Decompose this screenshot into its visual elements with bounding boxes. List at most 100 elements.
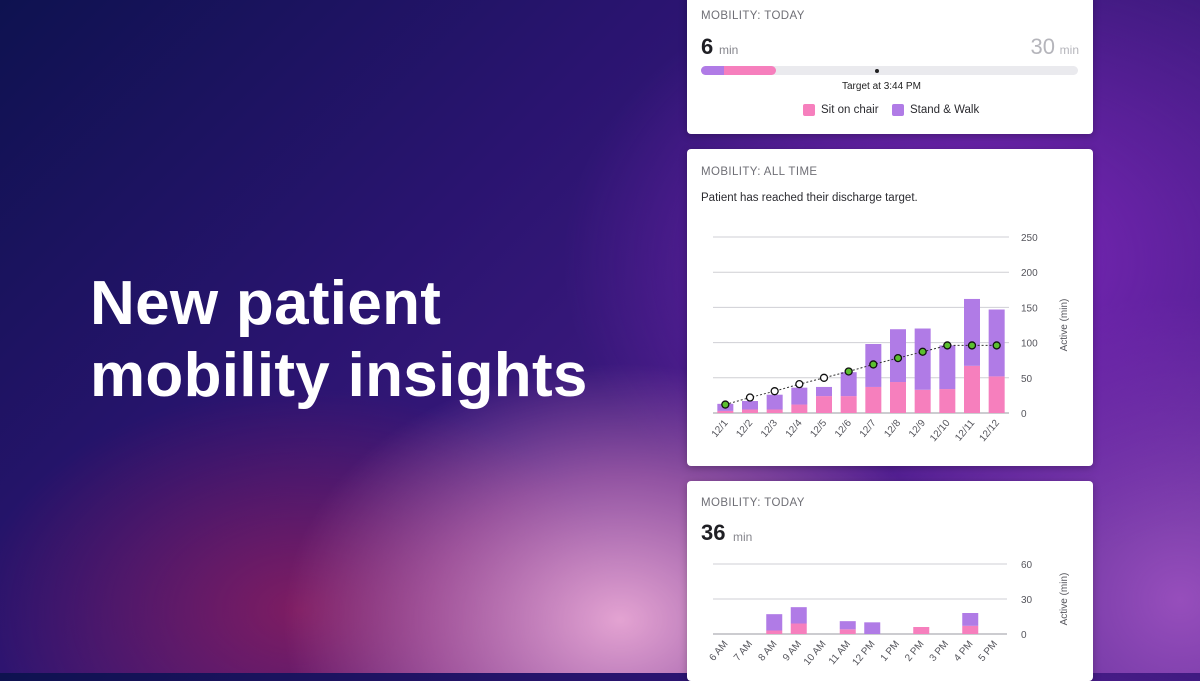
x-tick-label: 1 PM (879, 639, 902, 664)
progress-bar (701, 66, 1078, 75)
bar-sit-on-chair (962, 625, 979, 634)
x-tick-label: 2 PM (903, 639, 926, 664)
x-tick-label: 3 PM (928, 639, 951, 664)
x-tick-label: 12/7 (858, 418, 879, 440)
x-tick-label: 12/8 (882, 418, 903, 440)
progress-walk-segment (701, 66, 724, 75)
bar-sit-on-chair (766, 409, 783, 413)
card-title: MOBILITY: TODAY (701, 497, 805, 509)
x-tick-label: 11 AM (827, 639, 853, 667)
x-tick-label: 12/12 (977, 418, 1002, 445)
active-minutes-value: 6 (701, 34, 714, 59)
card-title: MOBILITY: ALL TIME (701, 166, 818, 178)
y-tick-label: 60 (1021, 560, 1033, 571)
bar-stand-walk (914, 328, 931, 390)
x-tick-label: 12/10 (928, 418, 953, 445)
legend-label: Stand & Walk (910, 104, 980, 116)
y-tick-label: 150 (1021, 303, 1038, 314)
x-tick-label: 4 PM (952, 639, 975, 664)
headline-line-1: New patient (90, 269, 442, 338)
bar-sit-on-chair (742, 409, 758, 413)
x-tick-label: 12/2 (734, 418, 755, 440)
bar-stand-walk (939, 345, 956, 390)
headline-line-2: mobility insights (90, 341, 588, 410)
legend-stand-walk: Stand & Walk (892, 104, 979, 116)
target-point (819, 373, 829, 382)
sit-swatch (803, 104, 815, 116)
bar-stand-walk (791, 387, 808, 405)
bar-sit-on-chair (913, 627, 930, 634)
bar-stand-walk (964, 298, 980, 366)
bar-sit-on-chair (840, 396, 857, 413)
y-tick-label: 200 (1021, 268, 1038, 279)
y-tick-label: 0 (1021, 630, 1027, 641)
target-point (770, 387, 779, 396)
legend-sit-on-chair: Sit on chair (803, 104, 879, 116)
bar-stand-walk (839, 621, 856, 630)
x-tick-label: 5 PM (977, 639, 1000, 664)
y-tick-label: 50 (1021, 374, 1033, 385)
bar-sit-on-chair (914, 389, 931, 413)
bar-sit-on-chair (766, 630, 783, 634)
bar-sit-on-chair (865, 386, 882, 413)
bar-sit-on-chair (791, 404, 808, 413)
mobility-today-progress-card: MOBILITY: TODAY 6 min 30 min Target at 3… (687, 0, 1093, 134)
bar-sit-on-chair (839, 629, 856, 634)
x-tick-label: 12 PM (851, 639, 878, 668)
goal-minutes-unit: min (1059, 43, 1079, 57)
target-marker (874, 68, 879, 73)
x-tick-label: 12/5 (808, 418, 829, 440)
active-minutes-value: 36 (701, 520, 726, 545)
y-tick-label: 30 (1021, 595, 1033, 606)
bar-stand-walk (766, 394, 783, 410)
bar-sit-on-chair (790, 623, 807, 634)
mobility-all-time-card: MOBILITY: ALL TIME Patient has reached t… (687, 149, 1093, 466)
x-tick-label: 12/4 (784, 418, 805, 440)
x-tick-label: 6 AM (707, 639, 730, 664)
bar-sit-on-chair (939, 389, 956, 413)
card-title: MOBILITY: TODAY (701, 10, 805, 22)
active-minutes-unit: min (719, 43, 739, 57)
target-point (721, 400, 730, 409)
target-point (992, 341, 1001, 350)
bar-sit-on-chair (816, 396, 832, 413)
discharge-note: Patient has reached their discharge targ… (701, 192, 918, 204)
target-point (795, 379, 804, 389)
x-tick-label: 12/6 (833, 418, 854, 440)
bar-sit-on-chair (717, 410, 734, 413)
goal-minutes-value: 30 (1030, 34, 1055, 59)
y-tick-label: 100 (1021, 339, 1038, 350)
y-tick-label: 250 (1021, 233, 1038, 244)
x-tick-label: 8 AM (756, 639, 779, 664)
headline: New patient mobility insights (90, 268, 588, 412)
x-tick-label: 7 AM (732, 639, 755, 664)
x-tick-label: 12/1 (710, 418, 731, 440)
bar-sit-on-chair (988, 376, 1005, 413)
y-axis-label: Active (min) (1059, 299, 1070, 352)
x-tick-label: 12/3 (759, 418, 780, 440)
x-tick-label: 12/11 (953, 418, 977, 444)
target-label: Target at 3:44 PM (842, 81, 921, 92)
bar-stand-walk (742, 401, 758, 410)
bar-sit-on-chair (890, 382, 906, 413)
x-tick-label: 12/9 (907, 418, 928, 440)
bar-stand-walk (816, 386, 832, 397)
target-point (943, 341, 952, 350)
walk-swatch (892, 104, 904, 116)
bar-stand-walk (962, 613, 979, 626)
legend-label: Sit on chair (821, 104, 879, 116)
target-point (844, 367, 853, 376)
y-axis-label: Active (min) (1059, 573, 1070, 626)
bar-stand-walk (864, 622, 881, 634)
target-point (967, 341, 977, 350)
progress-sit-segment (723, 66, 777, 75)
x-tick-label: 9 AM (781, 639, 804, 664)
target-point (893, 353, 903, 363)
active-minutes-unit: min (733, 530, 753, 544)
bar-stand-walk (766, 614, 783, 631)
bar-sit-on-chair (964, 365, 980, 413)
target-point (918, 347, 927, 356)
y-tick-label: 0 (1021, 409, 1027, 420)
